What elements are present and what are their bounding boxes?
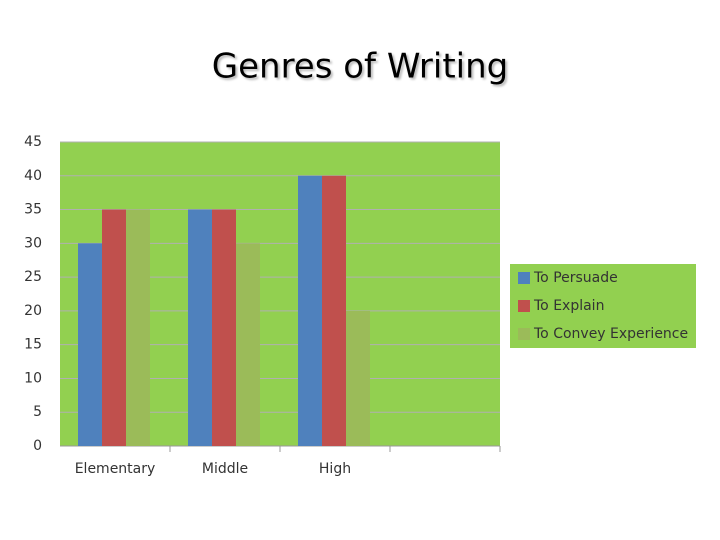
y-tick-label: 20 [24, 303, 42, 319]
legend-swatch [518, 272, 530, 284]
bar [236, 243, 260, 446]
bar [322, 175, 346, 446]
bar [126, 209, 150, 446]
y-tick-label: 5 [33, 404, 42, 420]
legend-label: To Persuade [533, 270, 618, 286]
y-tick-label: 45 [24, 134, 42, 150]
bar [346, 310, 370, 446]
x-tick-label: Elementary [75, 461, 156, 477]
y-tick-label: 30 [24, 235, 42, 251]
legend-label: To Convey Experience [533, 326, 688, 342]
bar [212, 209, 236, 446]
y-tick-label: 15 [24, 337, 42, 353]
bar [102, 209, 126, 446]
bar [78, 243, 102, 446]
y-tick-label: 10 [24, 370, 42, 386]
y-tick-label: 35 [24, 202, 42, 218]
x-tick-label: High [319, 461, 351, 477]
legend-swatch [518, 328, 530, 340]
y-tick-label: 40 [24, 168, 42, 184]
bar [298, 175, 322, 446]
legend-swatch [518, 300, 530, 312]
y-tick-label: 25 [24, 269, 42, 285]
y-tick-label: 0 [33, 438, 42, 454]
bar [188, 209, 212, 446]
x-tick-label: Middle [202, 461, 248, 477]
legend-box [510, 264, 696, 348]
legend-label: To Explain [533, 298, 604, 314]
chart-title: Genres of Writing [212, 47, 509, 87]
